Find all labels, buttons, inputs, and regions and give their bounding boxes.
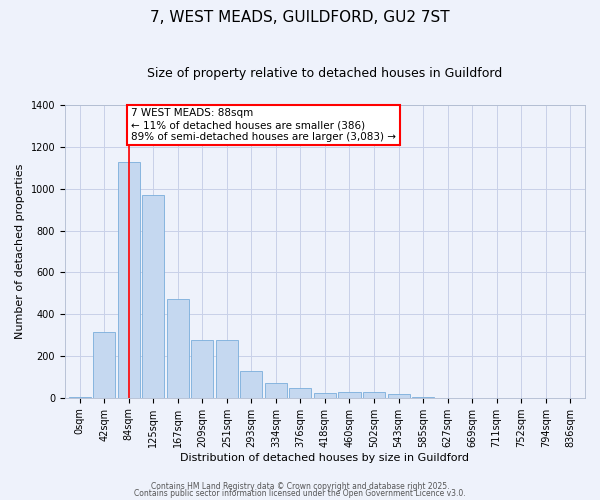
Bar bbox=[289, 388, 311, 398]
Y-axis label: Number of detached properties: Number of detached properties bbox=[15, 164, 25, 339]
Title: Size of property relative to detached houses in Guildford: Size of property relative to detached ho… bbox=[148, 68, 503, 80]
Bar bbox=[142, 195, 164, 398]
Bar bbox=[191, 340, 214, 398]
Bar bbox=[265, 383, 287, 398]
Bar bbox=[388, 394, 410, 398]
Bar bbox=[216, 340, 238, 398]
X-axis label: Distribution of detached houses by size in Guildford: Distribution of detached houses by size … bbox=[181, 452, 469, 462]
Bar bbox=[68, 396, 91, 398]
Bar bbox=[118, 162, 140, 398]
Text: 7 WEST MEADS: 88sqm
← 11% of detached houses are smaller (386)
89% of semi-detac: 7 WEST MEADS: 88sqm ← 11% of detached ho… bbox=[131, 108, 396, 142]
Bar bbox=[241, 370, 262, 398]
Bar bbox=[338, 392, 361, 398]
Bar bbox=[363, 392, 385, 398]
Bar bbox=[167, 298, 189, 398]
Text: 7, WEST MEADS, GUILDFORD, GU2 7ST: 7, WEST MEADS, GUILDFORD, GU2 7ST bbox=[150, 10, 450, 25]
Bar bbox=[93, 332, 115, 398]
Bar bbox=[314, 393, 336, 398]
Text: Contains public sector information licensed under the Open Government Licence v3: Contains public sector information licen… bbox=[134, 490, 466, 498]
Text: Contains HM Land Registry data © Crown copyright and database right 2025.: Contains HM Land Registry data © Crown c… bbox=[151, 482, 449, 491]
Bar bbox=[412, 396, 434, 398]
